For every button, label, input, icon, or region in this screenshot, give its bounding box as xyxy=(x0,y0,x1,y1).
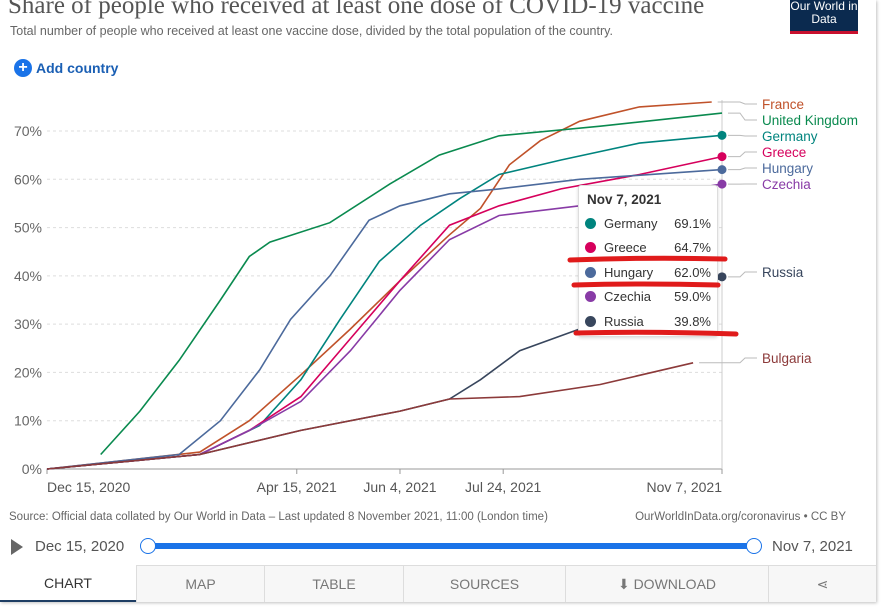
legend-connector xyxy=(728,167,757,171)
y-tick-label: 20% xyxy=(14,364,42,380)
chart-subtitle: Total number of people who received at l… xyxy=(10,24,613,38)
legend-connector xyxy=(717,101,757,105)
tab-sources[interactable]: SOURCES xyxy=(403,565,565,602)
end-point-marker xyxy=(717,165,727,175)
legend-label: France xyxy=(762,97,804,112)
x-tick-label: Jul 24, 2021 xyxy=(465,479,541,495)
timeline: Dec 15, 2020 Nov 7, 2021 xyxy=(0,535,876,559)
tooltip-country: Greece xyxy=(604,240,647,255)
series-color-dot xyxy=(585,315,596,327)
tooltip-value: 39.8% xyxy=(674,313,711,329)
tab-download[interactable]: ⬇ DOWNLOAD xyxy=(565,565,768,602)
line-chart[interactable]: 0% 10% 20% 30% 40% 50% 60% 70% Dec 15, 2020 Apr 1… xyxy=(0,0,889,510)
tooltip-country: Hungary xyxy=(604,264,654,280)
legend-connector xyxy=(728,134,757,137)
source-link[interactable]: OurWorldInData.org/coronavirus • CC BY xyxy=(635,511,846,523)
series-line-united-kingdom xyxy=(100,112,723,456)
share-button[interactable]: ⋖ xyxy=(768,565,876,602)
series-line-bulgaria xyxy=(46,362,694,470)
series-color-dot xyxy=(585,242,596,253)
chart-frame: Share of people who received at least on… xyxy=(0,0,876,602)
legend-label: Germany xyxy=(762,129,818,144)
tab-table[interactable]: TABLE xyxy=(264,565,403,602)
tooltip-value: 62.0% xyxy=(674,264,711,280)
tab-bar: CHART MAP TABLE SOURCES ⬇ DOWNLOAD ⋖ xyxy=(0,565,876,602)
tooltip-row: Germany 69.1% xyxy=(585,213,711,233)
y-tick-label: 70% xyxy=(14,123,42,139)
legend-label: Czechia xyxy=(762,177,811,192)
tooltip-row: Greece 64.7% xyxy=(585,238,711,258)
end-point-marker xyxy=(717,130,727,140)
play-icon[interactable] xyxy=(11,539,23,555)
owid-logo[interactable]: Our World in Data xyxy=(790,0,858,34)
add-country-button[interactable]: + Add country xyxy=(14,59,118,77)
x-tick-label: Apr 15, 2021 xyxy=(257,479,337,495)
legend-label: Russia xyxy=(762,265,804,280)
tooltip-row: Russia 39.8% xyxy=(585,311,711,331)
tab-map[interactable]: MAP xyxy=(136,565,264,602)
timeline-start-handle[interactable] xyxy=(140,538,156,554)
timeline-end-handle[interactable] xyxy=(746,538,762,554)
tab-chart[interactable]: CHART xyxy=(0,565,136,602)
end-point-marker xyxy=(717,179,727,189)
y-tick-label: 0% xyxy=(22,461,42,477)
legend-label: United Kingdom xyxy=(762,113,858,128)
legend-connector xyxy=(699,357,757,364)
series-color-dot xyxy=(585,266,596,278)
series-color-dot xyxy=(585,217,596,229)
tooltip-country: Czechia xyxy=(604,289,651,304)
tooltip-row: Czechia 59.0% xyxy=(585,287,711,307)
chart-title: Share of people who received at least on… xyxy=(8,0,705,19)
legend-label: Hungary xyxy=(762,161,813,176)
timeline-start: Dec 15, 2020 xyxy=(35,538,125,555)
x-tick-label: Dec 15, 2020 xyxy=(47,479,130,495)
tooltip-value: 69.1% xyxy=(674,215,711,231)
legend-connector xyxy=(728,271,757,278)
tooltip-value: 64.7% xyxy=(674,240,711,255)
legend-connector xyxy=(728,112,757,121)
tooltip-date: Nov 7, 2021 xyxy=(587,192,662,207)
tooltip-country: Germany xyxy=(604,215,658,231)
series-color-dot xyxy=(585,291,596,302)
y-tick-label: 30% xyxy=(14,316,42,332)
tooltip-value: 59.0% xyxy=(674,289,711,304)
source-note: Source: Official data collated by Our Wo… xyxy=(9,511,548,523)
tooltip-row: Hungary 62.0% xyxy=(585,262,711,282)
series-line-france xyxy=(46,101,712,470)
end-point-marker xyxy=(717,152,727,162)
tooltip: Nov 7, 2021 Germany 69.1% Greece 64.7% Hunga… xyxy=(578,185,718,337)
tooltip-country: Russia xyxy=(604,313,644,329)
plus-icon: + xyxy=(14,59,32,77)
series-line-hungary xyxy=(46,168,723,470)
legend-label: Bulgaria xyxy=(762,351,812,366)
y-tick-label: 60% xyxy=(14,171,42,187)
legend-connector xyxy=(728,151,757,158)
x-tick-label: Nov 7, 2021 xyxy=(647,479,723,495)
y-tick-label: 50% xyxy=(14,220,42,236)
end-point-marker xyxy=(717,272,727,282)
legend-label: Greece xyxy=(762,145,806,160)
y-tick-label: 10% xyxy=(14,413,42,429)
timeline-end: Nov 7, 2021 xyxy=(772,538,853,555)
y-tick-label: 40% xyxy=(14,268,42,284)
x-tick-label: Jun 4, 2021 xyxy=(363,479,436,495)
timeline-track[interactable] xyxy=(148,543,754,549)
